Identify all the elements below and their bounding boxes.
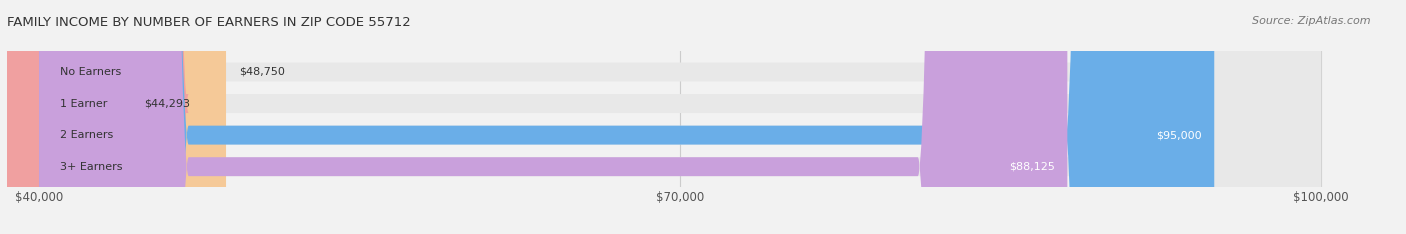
Text: FAMILY INCOME BY NUMBER OF EARNERS IN ZIP CODE 55712: FAMILY INCOME BY NUMBER OF EARNERS IN ZI…: [7, 16, 411, 29]
Text: 3+ Earners: 3+ Earners: [60, 162, 122, 172]
Text: $44,293: $44,293: [143, 99, 190, 109]
Text: $48,750: $48,750: [239, 67, 285, 77]
Text: 1 Earner: 1 Earner: [60, 99, 108, 109]
FancyBboxPatch shape: [39, 0, 226, 234]
Text: No Earners: No Earners: [60, 67, 122, 77]
FancyBboxPatch shape: [39, 0, 1322, 234]
Text: 2 Earners: 2 Earners: [60, 130, 114, 140]
FancyBboxPatch shape: [39, 0, 1322, 234]
Text: $88,125: $88,125: [1008, 162, 1054, 172]
FancyBboxPatch shape: [0, 0, 188, 234]
Text: Source: ZipAtlas.com: Source: ZipAtlas.com: [1253, 16, 1371, 26]
FancyBboxPatch shape: [39, 0, 1322, 234]
FancyBboxPatch shape: [39, 0, 1067, 234]
FancyBboxPatch shape: [39, 0, 1322, 234]
Text: $95,000: $95,000: [1156, 130, 1202, 140]
FancyBboxPatch shape: [39, 0, 1215, 234]
